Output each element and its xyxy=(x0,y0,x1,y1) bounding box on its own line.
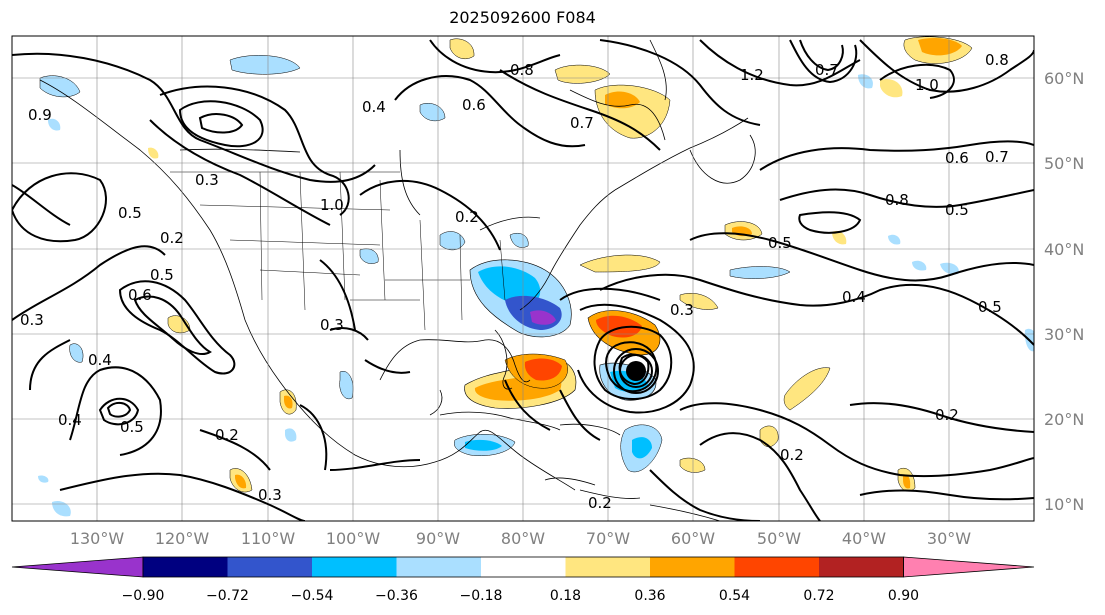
colorbar-left-extend xyxy=(11,556,144,578)
contour-label: 0.3 xyxy=(195,171,219,189)
contour-label: 0.4 xyxy=(362,98,386,116)
contour-label: 0.8 xyxy=(510,61,534,79)
contour-label: 1.2 xyxy=(740,66,764,84)
longitude-labels: 130°W 120°W 110°W 100°W 90°W 80°W 70°W 6… xyxy=(70,529,971,548)
colorbar-tick-label: −0.54 xyxy=(291,588,334,604)
lat-label: 50°N xyxy=(1044,154,1084,173)
lat-label: 10°N xyxy=(1044,495,1084,514)
contour-label: 1.0 xyxy=(320,196,344,214)
contour-label: 0.6 xyxy=(462,96,486,114)
contour-label: 0.3 xyxy=(320,316,344,334)
contour-label: 0.3 xyxy=(670,301,694,319)
map-title: 2025092600 F084 xyxy=(449,8,596,27)
lon-label: 80°W xyxy=(501,529,545,548)
lat-label: 40°N xyxy=(1044,240,1084,259)
colorbar-tick-label: −0.36 xyxy=(375,588,418,604)
colorbar-segment xyxy=(396,557,481,577)
contour-label: 0.2 xyxy=(160,229,184,247)
coastlines xyxy=(39,39,756,521)
contour-label: 0.2 xyxy=(588,494,612,512)
colorbar-segment xyxy=(565,557,650,577)
contour-label: 0.5 xyxy=(118,204,142,222)
colorbar-segment xyxy=(143,557,228,577)
lon-label: 120°W xyxy=(155,529,210,548)
lat-label: 60°N xyxy=(1044,69,1084,88)
contour-label: 0.5 xyxy=(150,266,174,284)
colorbar-tick-label: −0.18 xyxy=(460,588,503,604)
colorbar-segment xyxy=(227,557,312,577)
contour-lines xyxy=(12,39,1034,521)
contour-label: 1.0 xyxy=(915,76,939,94)
contour-label: 0.3 xyxy=(20,311,44,329)
colorbar-segment xyxy=(734,557,819,577)
lon-label: 50°W xyxy=(757,529,801,548)
contour-label: 0.8 xyxy=(885,191,909,209)
contour-label: 0.5 xyxy=(120,418,144,436)
lat-label: 20°N xyxy=(1044,410,1084,429)
colorbar-tick-label: 0.54 xyxy=(719,588,750,604)
contour-label-layer: 0.3 0.9 0.5 0.3 0.2 0.5 0.6 0.4 0.5 0.4 … xyxy=(20,51,1009,512)
contour-label: 0.2 xyxy=(935,406,959,424)
colorbar-segment xyxy=(650,557,735,577)
contour-label: 0.4 xyxy=(88,351,112,369)
lon-label: 110°W xyxy=(241,529,296,548)
contour-label: 0.2 xyxy=(780,446,804,464)
colorbar-segment xyxy=(819,557,904,577)
contour-label: 0.7 xyxy=(815,61,839,79)
storm-center xyxy=(626,361,646,381)
contour-label: 0.8 xyxy=(985,51,1009,69)
map-panel: 0.3 0.9 0.5 0.3 0.2 0.5 0.6 0.4 0.5 0.4 … xyxy=(11,35,1035,522)
contour-label: 0.4 xyxy=(58,411,82,429)
colorbar-segment xyxy=(312,557,397,577)
lon-label: 40°W xyxy=(842,529,886,548)
shading-layer xyxy=(38,36,1034,517)
contour-label: 0.4 xyxy=(842,288,866,306)
lat-label: 30°N xyxy=(1044,325,1084,344)
lon-label: 30°W xyxy=(927,529,971,548)
contour-label: 0.5 xyxy=(945,201,969,219)
colorbar-tick-label: 0.90 xyxy=(888,588,919,604)
contour-label: 0.7 xyxy=(570,114,594,132)
contour-label: 0.9 xyxy=(28,106,52,124)
lon-label: 130°W xyxy=(70,529,125,548)
lon-label: 70°W xyxy=(586,529,630,548)
colorbar: −0.90 −0.72 −0.54 −0.36 −0.18 0.18 0.36 … xyxy=(11,556,1035,604)
contour-label: 0.7 xyxy=(985,148,1009,166)
colorbar-tick-label: 0.36 xyxy=(634,588,665,604)
contour-label: 0.2 xyxy=(455,208,479,226)
colorbar-tick-label: 0.72 xyxy=(803,588,834,604)
contour-label: 0.5 xyxy=(768,234,792,252)
contour-label: 0.6 xyxy=(128,286,152,304)
latitude-labels: 60°N 50°N 40°N 30°N 20°N 10°N xyxy=(1044,69,1084,514)
lon-label: 100°W xyxy=(326,529,381,548)
colorbar-tick-label: 0.18 xyxy=(550,588,581,604)
colorbar-tick-label: −0.90 xyxy=(122,588,165,604)
colorbar-right-extend xyxy=(903,556,1035,578)
colorbar-tick-label: −0.72 xyxy=(206,588,249,604)
contour-label: 0.3 xyxy=(258,486,282,504)
contour-label: 0.5 xyxy=(978,298,1002,316)
lon-label: 60°W xyxy=(671,529,715,548)
lon-label: 90°W xyxy=(416,529,460,548)
contour-label: 0.2 xyxy=(215,426,239,444)
contour-label: 0.6 xyxy=(945,149,969,167)
state-borders xyxy=(170,171,506,331)
colorbar-segment xyxy=(481,557,566,577)
